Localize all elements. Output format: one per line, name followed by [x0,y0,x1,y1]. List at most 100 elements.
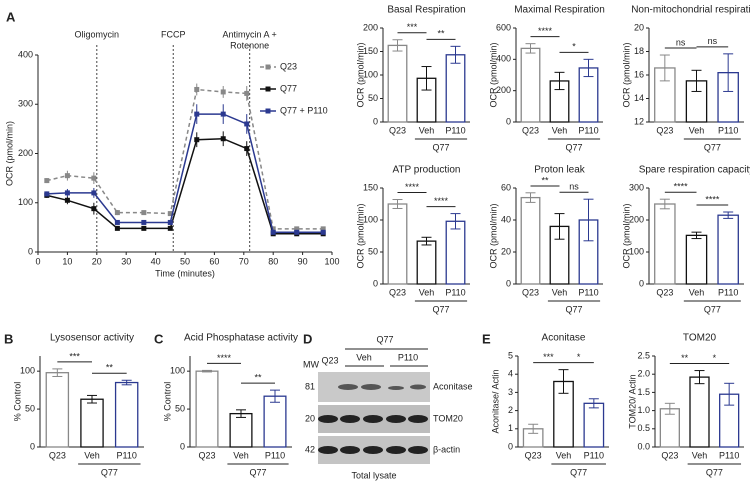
mw-value: 81 [305,381,315,391]
point [64,173,70,179]
significance-label: * [572,42,576,52]
significance-label: *** [543,352,554,362]
legend-marker [265,108,271,114]
x-tick-label: Veh [233,450,249,460]
x-tick-label: 0 [35,256,40,266]
y-axis-label: % Control [12,382,22,422]
y-tick-label: 0 [508,441,513,451]
y-tick-label: 150 [363,46,378,56]
lane-label: Veh [356,352,372,362]
y-tick-label: 100 [363,69,378,79]
point [114,219,120,225]
x-tick-label: Veh [556,450,572,460]
y-axis-label: OCR (pmol/min) [488,203,498,268]
significance-label: * [713,353,717,363]
x-tick-label: P110 [116,450,136,460]
point [114,225,120,231]
point [141,210,147,216]
chart-title: TOM20 [683,333,717,344]
point [294,226,300,232]
bar [263,395,287,448]
mw-value: 42 [305,444,315,454]
significance-label: **** [405,182,420,192]
x-tick-label: Veh [689,287,705,297]
y-tick-label: 2.0 [637,369,650,379]
y-tick-label: 20 [501,246,511,256]
y-tick-label: 60 [501,182,511,192]
x-tick-label: P110 [265,450,285,460]
point [141,219,147,225]
bar [689,376,710,448]
series-line [46,88,324,230]
y-tick-label: 18 [634,46,644,56]
point [167,225,173,231]
bar [195,370,219,448]
panel-letter: B [4,331,13,346]
x-tick-label: Q23 [661,450,678,460]
point [91,206,97,212]
y-tick-label: 200 [18,148,33,158]
group-label: Q77 [432,142,449,152]
bar [717,214,739,285]
y-tick-label: 100 [18,197,33,207]
panel-letter: C [154,331,164,346]
y-tick-label: 200 [629,214,644,224]
y-tick-label: 100 [170,366,185,376]
protein-label: β-actin [433,444,460,454]
x-tick-label: Q23 [525,450,542,460]
x-tick-label: P110 [584,450,604,460]
significance-label: ns [676,37,686,47]
group-label: Q77 [706,467,723,477]
significance-label: ** [106,363,114,373]
point [64,190,70,196]
series-line [46,137,324,235]
y-axis-label: OCR (pmol/min) [355,42,365,107]
y-tick-label: 1 [508,423,513,433]
y-tick-label: 2.5 [637,350,650,360]
point [244,90,250,96]
point [220,89,226,95]
x-tick-label: P110 [445,125,465,135]
x-tick-label: P110 [718,287,738,297]
y-tick-label: 4 [508,369,513,379]
point [220,111,226,117]
y-axis-label: OCR (pmol/min) [488,42,498,107]
y-tick-label: 50 [368,93,378,103]
point [64,197,70,203]
y-tick-label: 16 [634,69,644,79]
y-axis-label: Aconitase/ Actin [490,369,500,433]
y-tick-label: 0 [506,116,511,126]
point [114,210,120,216]
bar [45,372,70,448]
bar [80,398,104,448]
x-tick-label: 80 [268,256,278,266]
significance-label: **** [705,194,720,204]
chart-title: ATP production [392,165,460,176]
y-tick-label: 2 [508,405,513,415]
panel-letter: E [482,331,491,346]
y-tick-label: 50 [368,246,378,256]
point [244,121,250,127]
point [44,191,50,197]
y-tick-label: 50 [175,403,185,413]
x-tick-label: 50 [180,256,190,266]
legend-label: Q77 + P110 [280,105,328,115]
bar [114,381,139,448]
y-tick-label: 14 [634,93,644,103]
chart-title: Acid Phosphatase activity [184,333,298,344]
group-label: Q77 [376,334,393,344]
x-tick-label: 10 [62,256,72,266]
y-tick-label: 1.0 [637,405,650,415]
protein-label: Aconitase [433,381,473,391]
y-tick-label: 12 [634,116,644,126]
y-tick-label: 200 [363,22,378,32]
group-label: Q77 [565,304,582,314]
y-axis-label: OCR (pmol/min) [355,203,365,268]
chart-title: Proton leak [534,165,586,176]
chart-title: Maximal Respiration [514,5,605,16]
point [44,178,50,184]
y-tick-label: 300 [629,182,644,192]
panel-letter: D [303,331,312,346]
x-tick-label: 90 [298,256,308,266]
chart-title: Basal Respiration [387,5,465,16]
